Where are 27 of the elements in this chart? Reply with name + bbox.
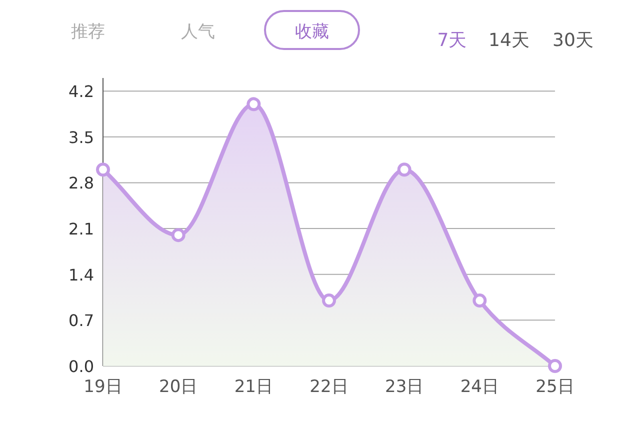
point [548,359,562,373]
text: 7天 [437,30,467,51]
y-tick-label: 0.7 [68,311,94,330]
y-tick-label: 0.0 [68,357,94,376]
y-tick-label: 4.2 [68,82,94,102]
x-tick-label: 23日 [385,377,424,397]
point [472,294,487,308]
text: 推荐 [71,22,105,42]
text: 人气 [181,22,215,42]
y-tick-label: 3.5 [68,128,94,147]
y-tick-label: 2.1 [68,220,94,239]
text: 30天 [552,30,594,51]
point [246,97,261,112]
point [96,162,110,177]
point [322,294,336,308]
x-tick-label: 22日 [310,377,348,397]
y-tick-label: 1.4 [68,265,94,284]
point [171,228,186,242]
x-tick-label: 25日 [536,377,574,397]
y-tick-label: 2.8 [68,174,94,193]
x-tick-label: 19日 [84,377,122,397]
x-tick-label: 24日 [460,377,499,397]
x-tick-label: 20日 [159,377,198,397]
text: 收藏 [295,22,329,42]
text: 14天 [488,30,530,51]
x-tick-label: 21日 [234,377,273,397]
point [397,162,412,177]
